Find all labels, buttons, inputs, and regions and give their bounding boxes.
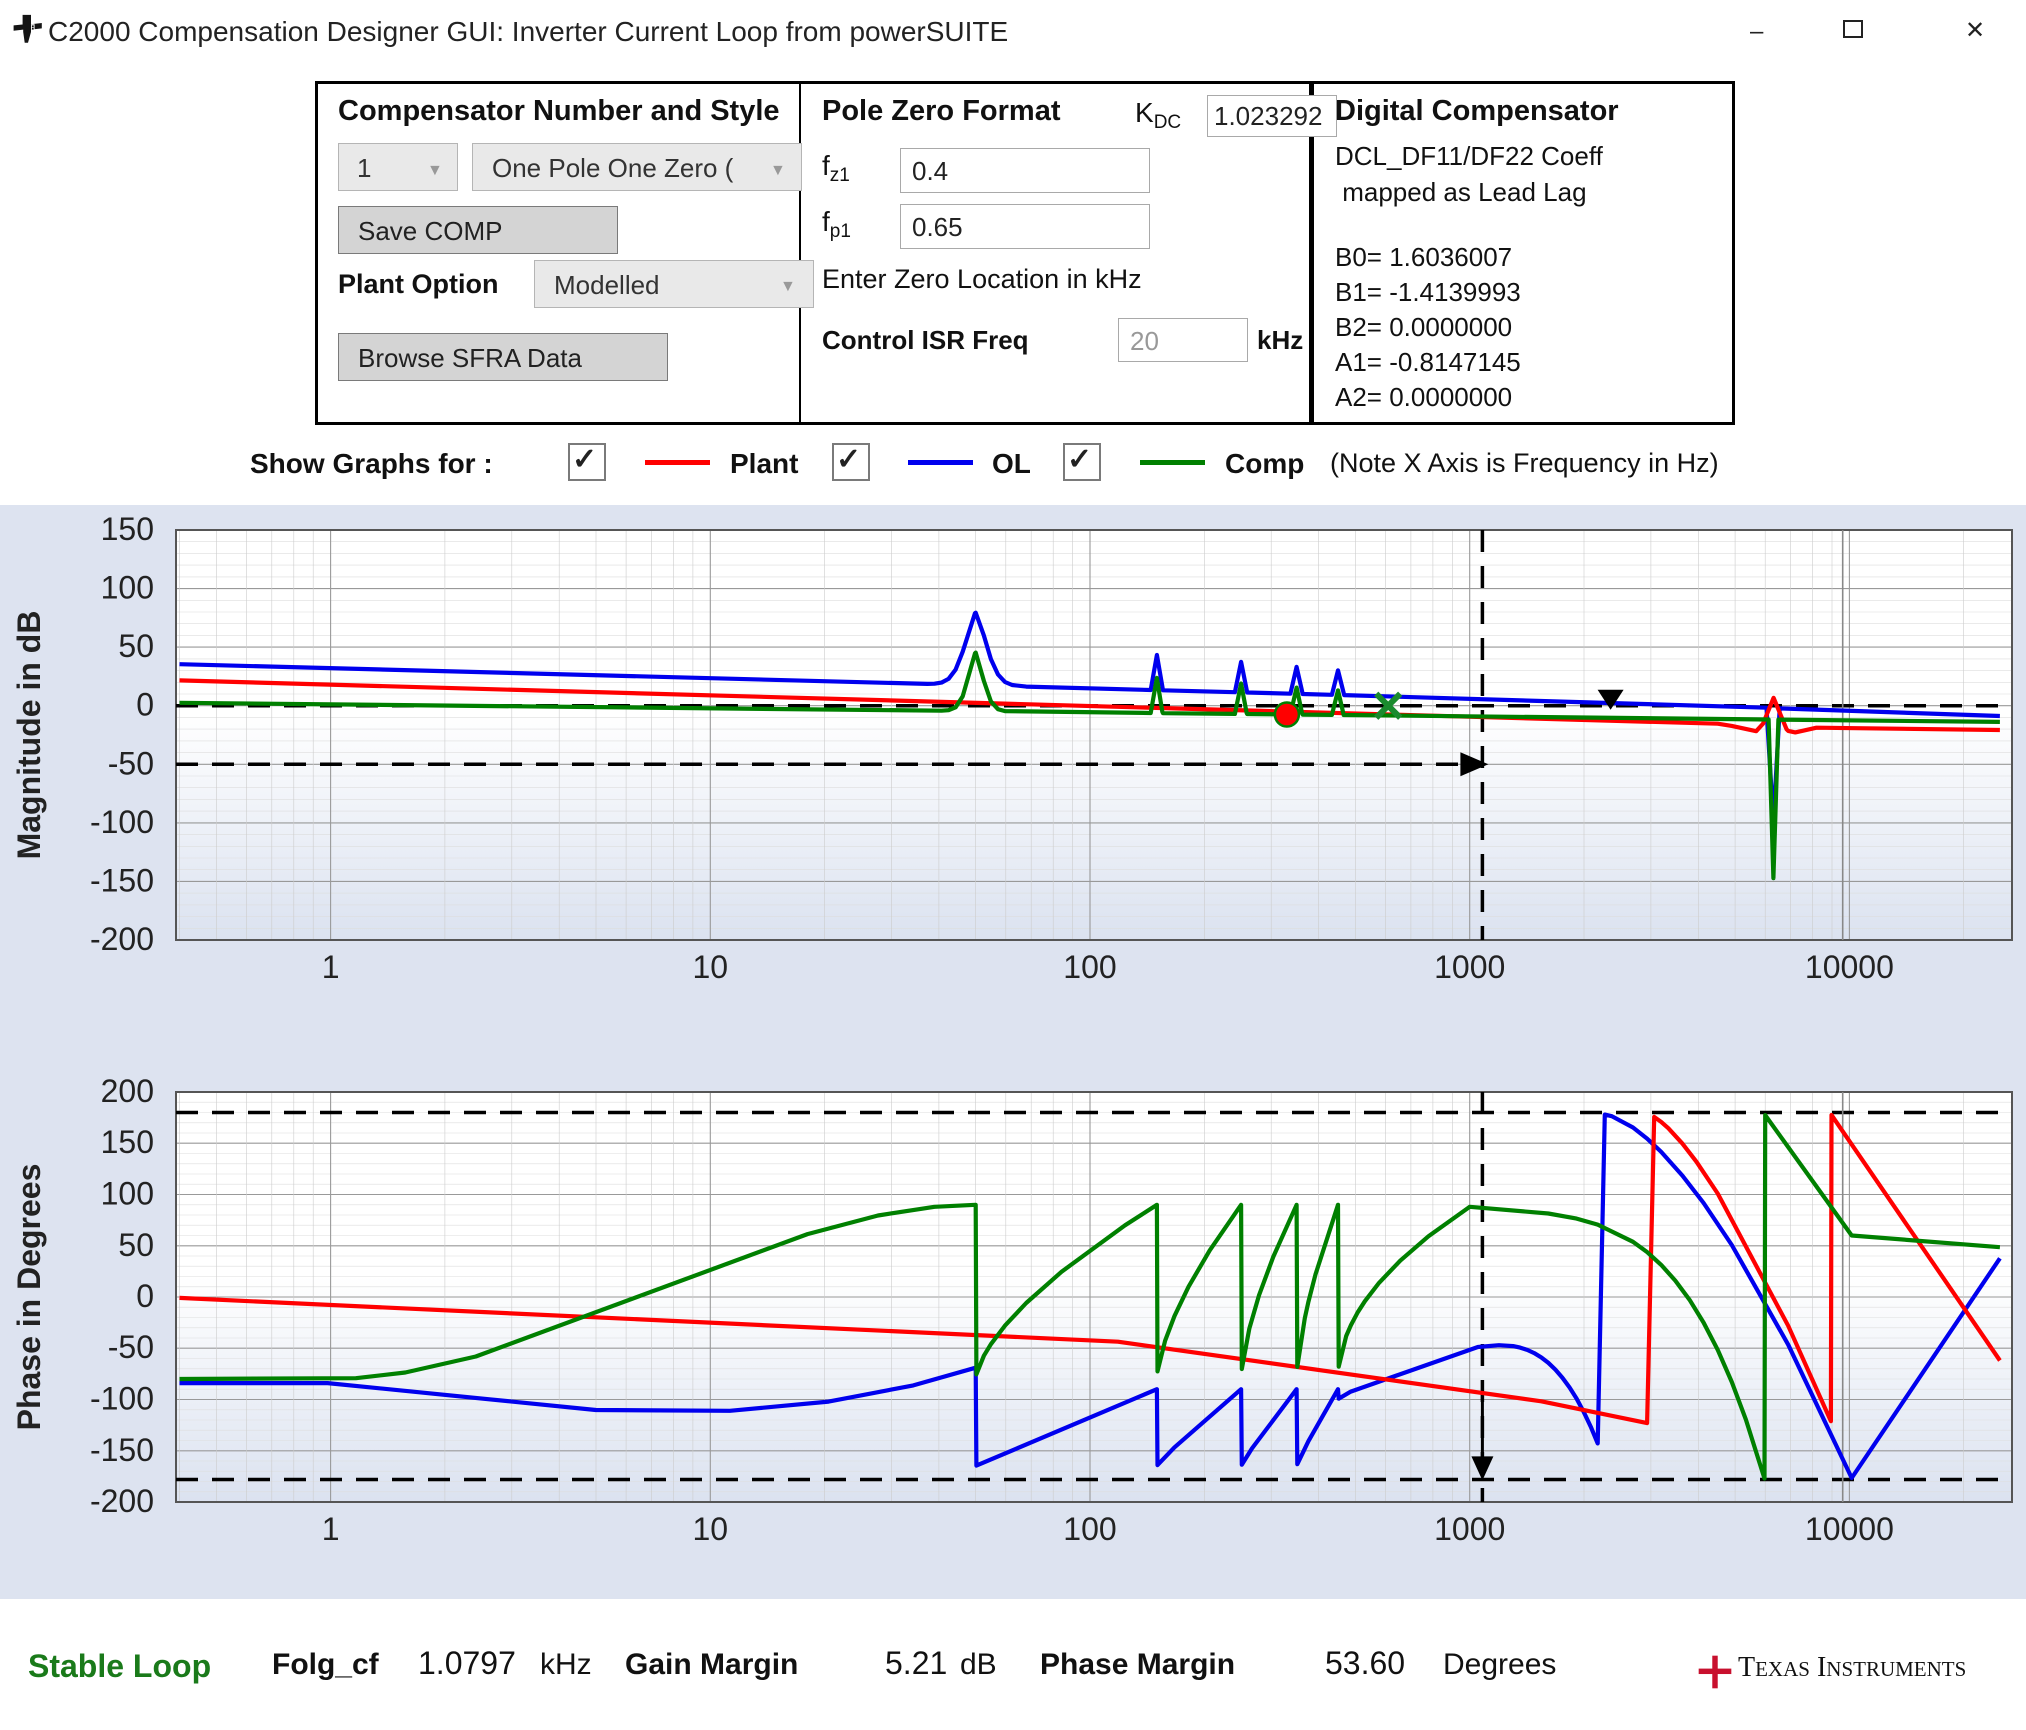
svg-text:Phase in Degrees: Phase in Degrees (11, 1164, 47, 1431)
svg-text:-50: -50 (108, 1329, 154, 1365)
svg-text:150: 150 (101, 1124, 154, 1160)
svg-text:0: 0 (136, 1278, 154, 1314)
svg-text:100: 100 (101, 1176, 154, 1212)
svg-text:-200: -200 (90, 1483, 154, 1519)
svg-text:200: 200 (101, 1073, 154, 1109)
svg-text:1: 1 (322, 1511, 340, 1547)
svg-text:50: 50 (118, 1227, 154, 1263)
svg-text:10: 10 (693, 1511, 729, 1547)
svg-text:100: 100 (1063, 1511, 1116, 1547)
svg-text:-100: -100 (90, 1381, 154, 1417)
svg-text:1000: 1000 (1434, 1511, 1505, 1547)
svg-text:-150: -150 (90, 1432, 154, 1468)
svg-text:10000: 10000 (1805, 1511, 1894, 1547)
